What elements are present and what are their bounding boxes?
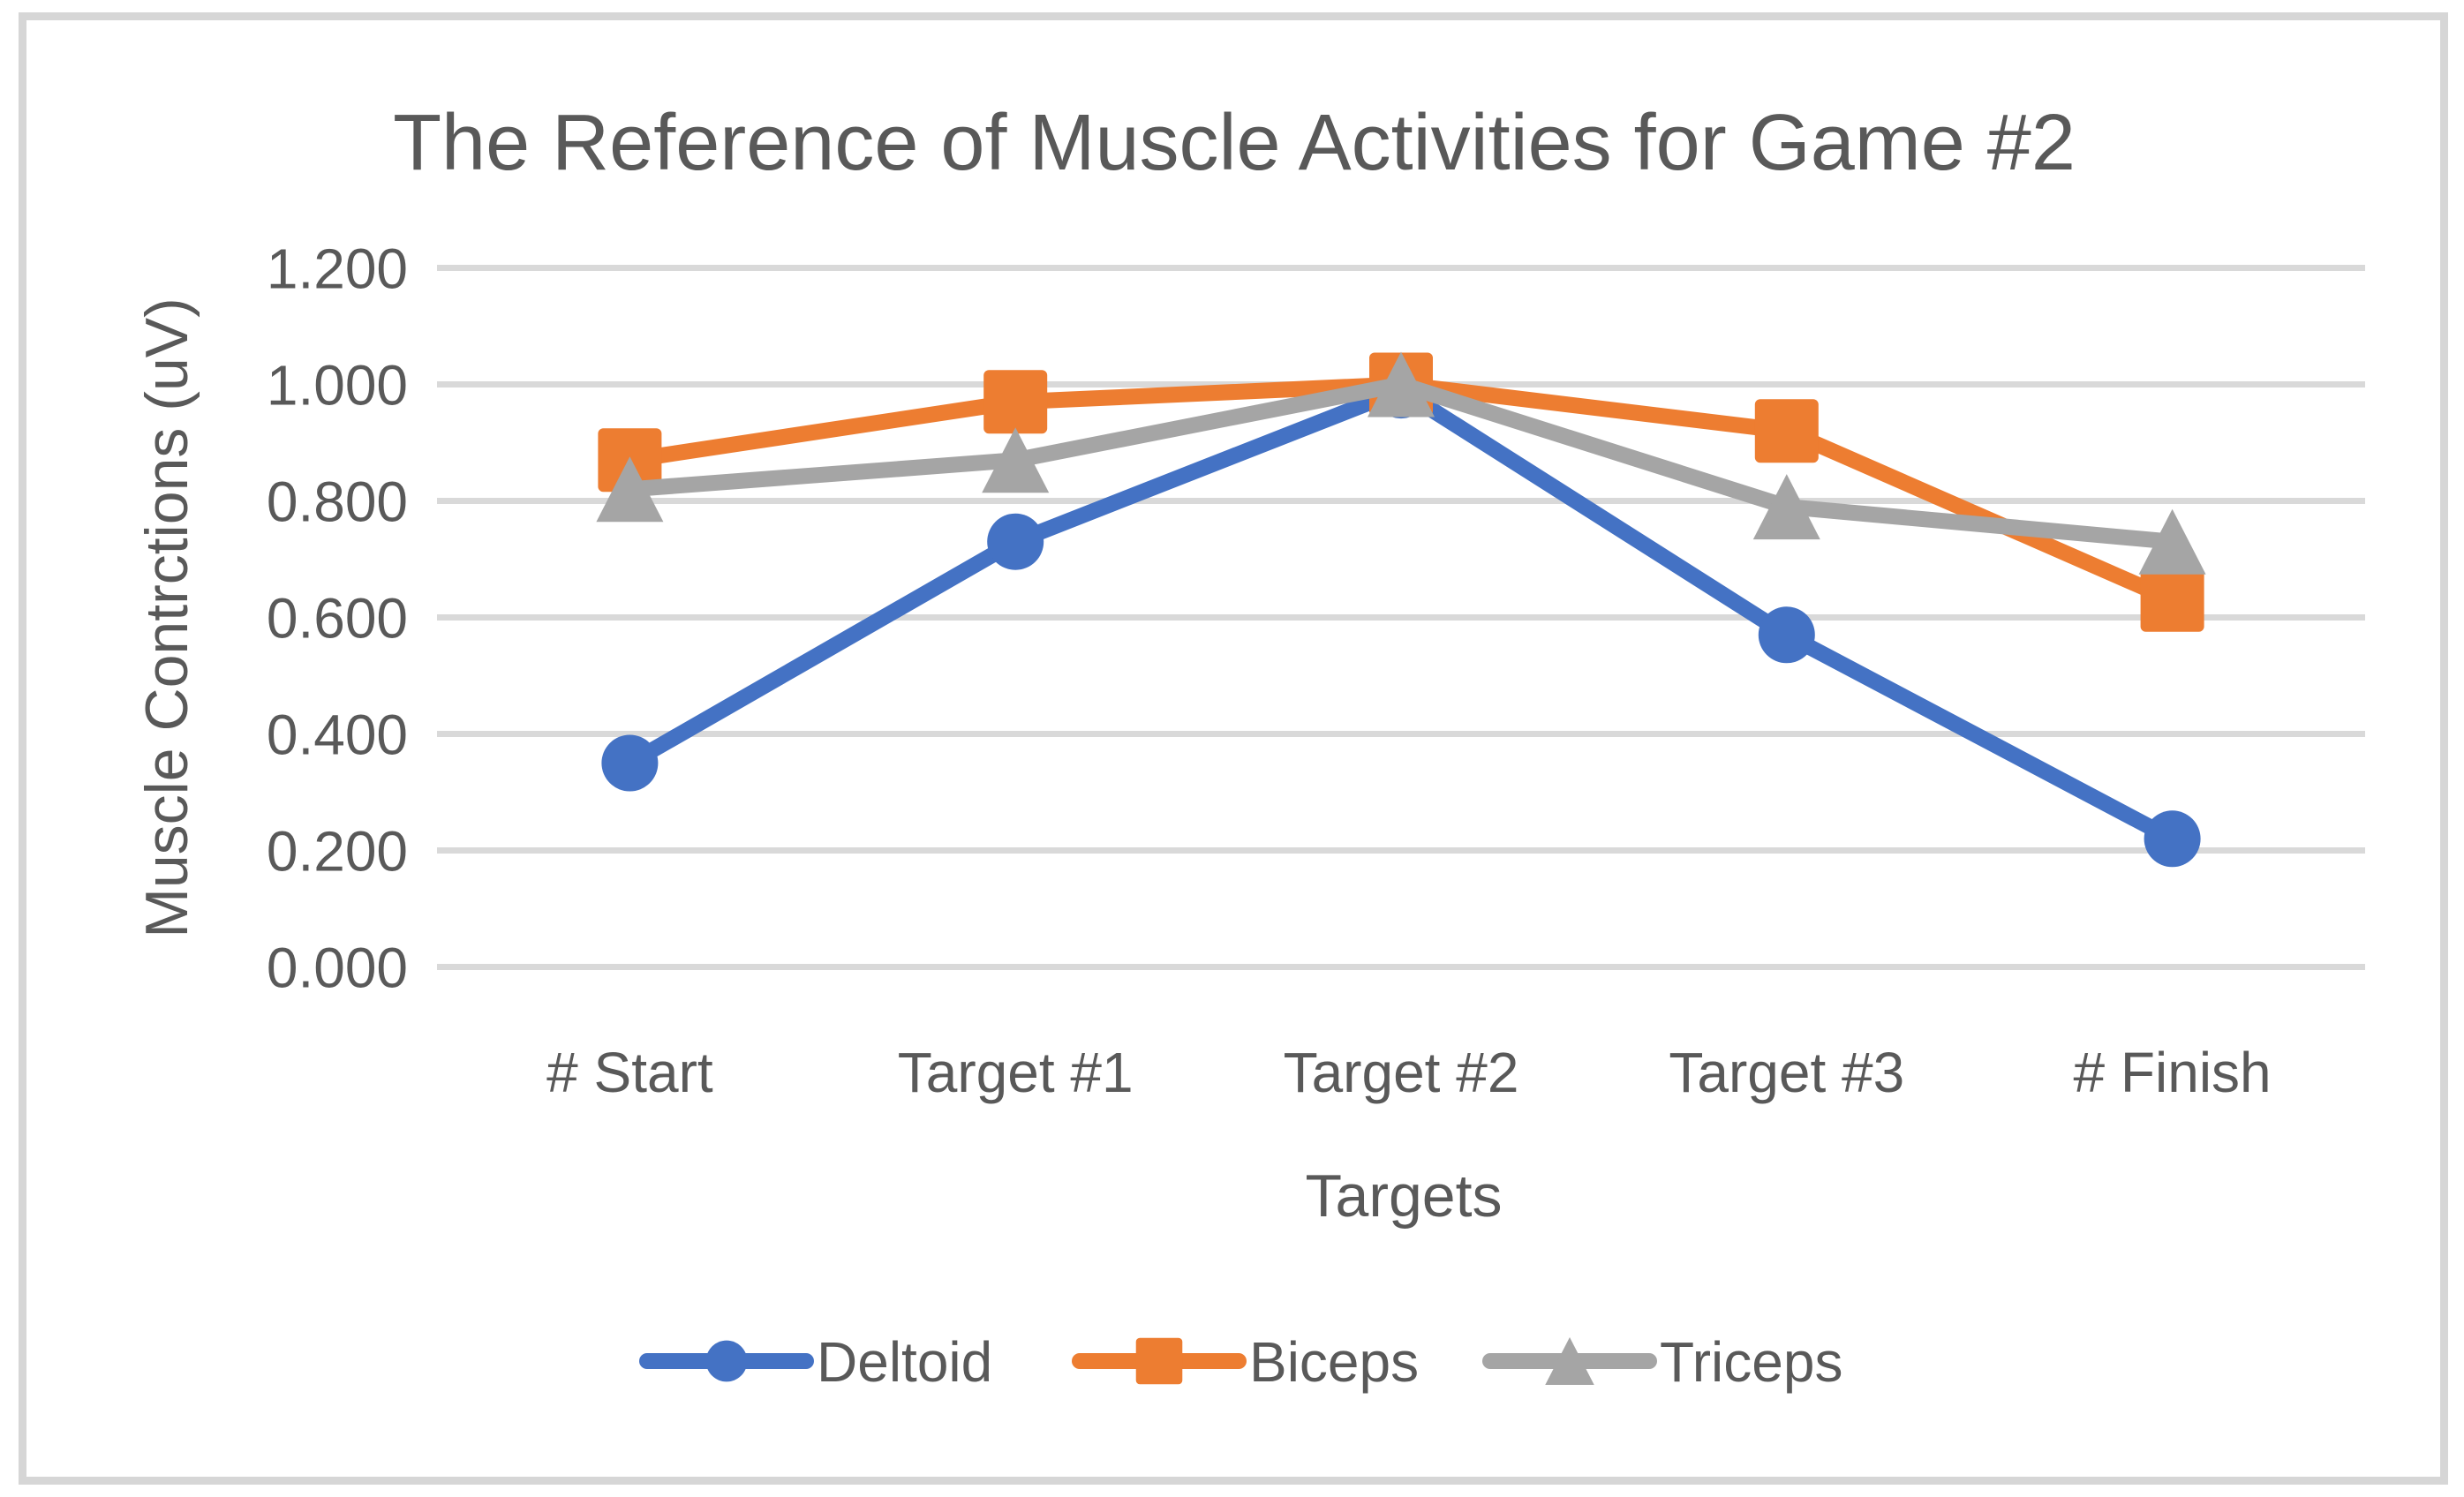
deltoid-marker [1758, 606, 1815, 664]
x-axis-category-labels: # Start Target #1 Target #2 Target #3 # Fini… [546, 1041, 2272, 1104]
deltoid-marker [2144, 810, 2201, 868]
legend-circle-icon [705, 1340, 748, 1382]
y-tick-label: 0.000 [267, 937, 408, 1000]
data-series [596, 351, 2206, 868]
legend-item-biceps: Biceps [1072, 1330, 1419, 1394]
x-category-label: Target #2 [1284, 1041, 1519, 1104]
legend-label: Deltoid [817, 1330, 992, 1394]
legend-item-triceps: Triceps [1482, 1330, 1842, 1394]
legend-label: Biceps [1249, 1330, 1419, 1394]
triceps-marker [982, 427, 1050, 493]
chart-frame-border [19, 12, 2448, 1485]
gridlines [437, 265, 2365, 970]
triceps-marker [2138, 508, 2206, 575]
legend: Deltoid Biceps Triceps [639, 1330, 1842, 1394]
legend-square-icon [1135, 1337, 1183, 1385]
y-axis-title: Muscle Contrctions (uV) [133, 297, 200, 938]
legend-triangle-icon [1545, 1336, 1594, 1386]
triceps-marker [596, 456, 664, 523]
biceps-marker [1754, 399, 1819, 463]
chart-title: The Reference of Muscle Activities for G… [393, 99, 2076, 187]
y-tick-label: 0.400 [267, 703, 408, 767]
biceps-marker [2140, 568, 2204, 632]
y-tick-label: 0.600 [267, 587, 408, 651]
y-axis-tick-labels: 0.000 0.200 0.400 0.600 0.800 1.000 1.200 [267, 237, 408, 1000]
deltoid-marker [601, 734, 659, 792]
biceps-marker [983, 370, 1048, 434]
legend-item-deltoid: Deltoid [639, 1330, 992, 1394]
y-tick-label: 0.200 [267, 820, 408, 884]
triceps-marker [1752, 474, 1820, 540]
x-category-label: Target #3 [1669, 1041, 1904, 1104]
x-category-label: # Finish [2074, 1041, 2272, 1104]
legend-label: Triceps [1660, 1330, 1842, 1394]
y-tick-label: 1.200 [267, 237, 408, 301]
triceps-marker [1368, 351, 1435, 418]
y-tick-label: 0.800 [267, 470, 408, 534]
x-category-label: Target #1 [898, 1041, 1134, 1104]
x-axis-title: Targets [1306, 1162, 1503, 1230]
deltoid-marker [987, 513, 1044, 570]
x-category-label: # Start [546, 1041, 713, 1104]
y-tick-label: 1.000 [267, 354, 408, 418]
